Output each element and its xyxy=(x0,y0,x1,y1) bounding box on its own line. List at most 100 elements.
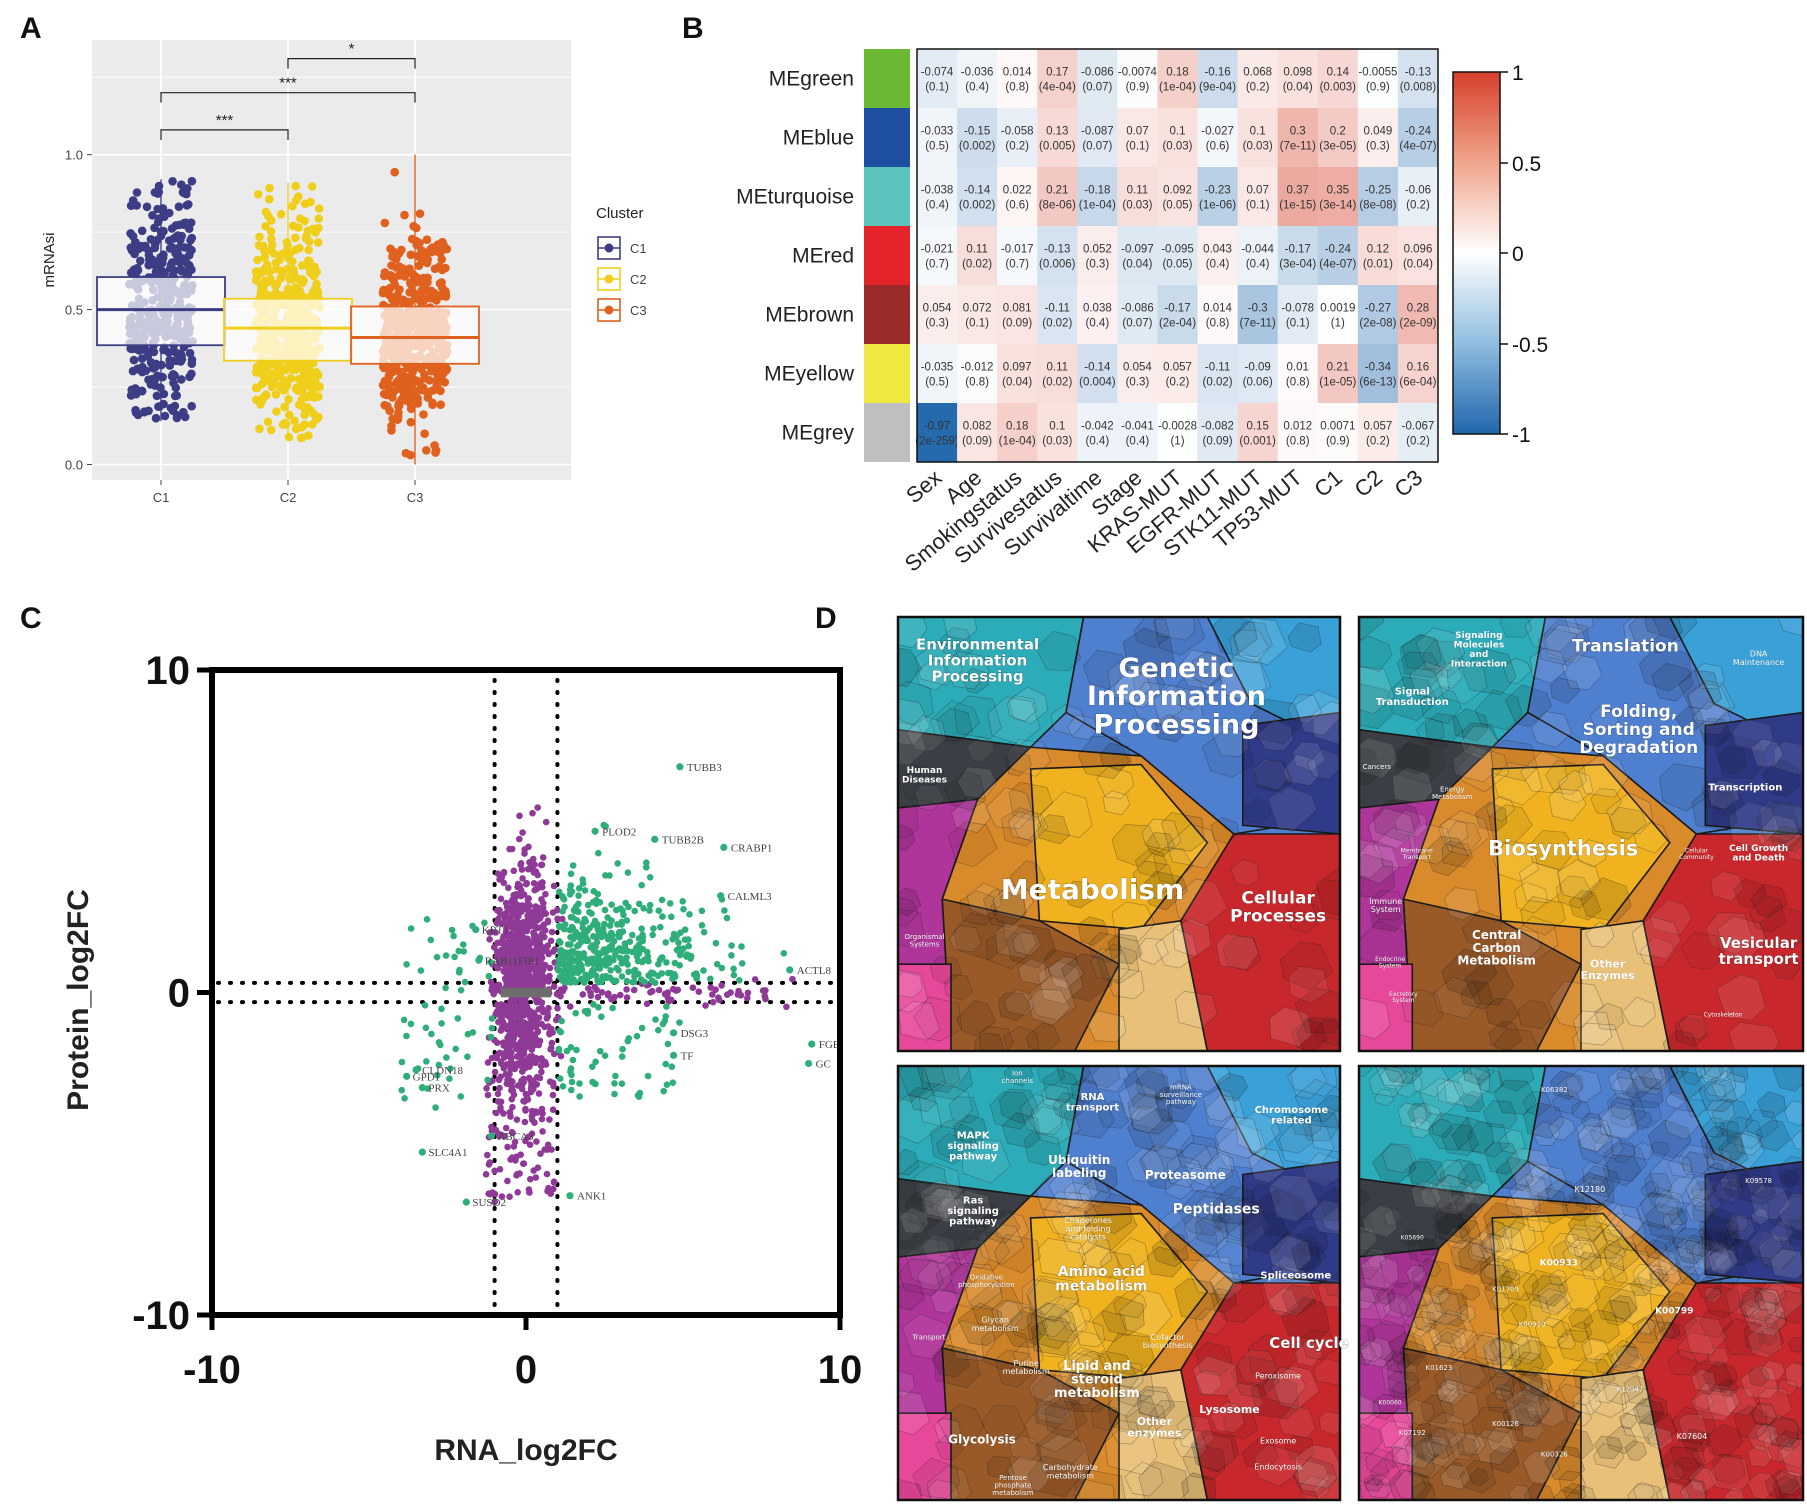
point-protein-only xyxy=(520,1160,528,1167)
point-protein-only xyxy=(489,1189,496,1196)
cell xyxy=(1405,1264,1427,1283)
data-point xyxy=(402,386,412,396)
cell xyxy=(1222,1406,1259,1440)
point-protein-only xyxy=(538,912,545,920)
cell xyxy=(995,1212,1030,1243)
point-protein-only xyxy=(548,1039,556,1047)
cell xyxy=(1409,1157,1447,1193)
point-protein-only xyxy=(695,988,703,995)
cell-pvalue: (1e-04) xyxy=(1079,200,1116,212)
cell xyxy=(1667,1291,1687,1311)
point-protein-only xyxy=(484,1059,492,1066)
data-point xyxy=(382,390,391,400)
data-point xyxy=(436,400,446,410)
cell xyxy=(1634,1066,1679,1091)
cell-pvalue: (0.1) xyxy=(1286,318,1310,330)
data-point xyxy=(430,363,440,373)
cell xyxy=(1249,698,1303,745)
region xyxy=(898,1412,952,1500)
data-point xyxy=(297,387,307,396)
cell xyxy=(1230,858,1260,887)
label-line: and xyxy=(1469,650,1488,660)
label-line: Systems xyxy=(910,940,940,948)
point-protein-only xyxy=(517,1004,524,1012)
data-point xyxy=(146,380,156,389)
data-point xyxy=(422,235,432,244)
point-protein-only xyxy=(533,1081,541,1088)
cell xyxy=(1183,1066,1231,1093)
box-C1 xyxy=(96,276,226,347)
point-protein-only xyxy=(504,974,512,981)
cell-correlation: 0.07 xyxy=(1246,185,1268,197)
data-point xyxy=(266,227,276,236)
point-both xyxy=(454,1015,462,1022)
cell xyxy=(1209,1401,1245,1433)
point-both xyxy=(577,975,585,983)
cell-pvalue: (0.3) xyxy=(1126,377,1150,389)
data-point xyxy=(418,294,427,303)
cell xyxy=(1443,1071,1483,1108)
cell xyxy=(1125,1148,1166,1183)
cell xyxy=(1500,1270,1521,1288)
point-both xyxy=(556,973,564,981)
label-line: Metabolism xyxy=(1432,793,1473,801)
cell xyxy=(1759,1281,1786,1305)
data-point xyxy=(168,370,178,379)
cell xyxy=(1520,896,1566,936)
point-both xyxy=(591,917,599,925)
data-point xyxy=(127,385,136,395)
cell xyxy=(1359,853,1396,899)
cell xyxy=(1125,1399,1167,1437)
cell xyxy=(1522,1450,1561,1485)
point-protein-only xyxy=(520,1097,527,1105)
cell xyxy=(1775,1469,1803,1495)
cell xyxy=(1158,1209,1204,1252)
cell xyxy=(1279,941,1334,991)
heatmap-cell xyxy=(917,226,958,286)
cell xyxy=(1372,1143,1417,1184)
cell xyxy=(1724,1386,1758,1416)
cell xyxy=(1037,960,1085,1005)
cell xyxy=(1090,948,1130,981)
point-both xyxy=(457,986,465,994)
cell-pvalue: (0.03) xyxy=(1042,436,1072,448)
point-both xyxy=(593,900,600,907)
data-point xyxy=(401,448,411,458)
point-both xyxy=(680,905,687,913)
cell-correlation: 0.092 xyxy=(1163,185,1192,197)
data-point xyxy=(426,245,435,254)
cell-pvalue: (0.5) xyxy=(925,141,949,153)
cell-pvalue: (3e-05) xyxy=(1319,141,1356,153)
point-both xyxy=(455,947,463,955)
cell xyxy=(1642,1066,1670,1090)
heatmap-cell xyxy=(1237,49,1279,109)
data-point xyxy=(263,211,273,221)
point-both xyxy=(713,960,721,968)
cell xyxy=(1400,1229,1419,1246)
cell xyxy=(1127,1108,1179,1152)
cell xyxy=(1386,1282,1427,1318)
cell xyxy=(1739,1364,1779,1399)
gene-label-TF: TF xyxy=(681,1050,694,1062)
cell xyxy=(1387,1370,1422,1402)
label-line: Chaperones xyxy=(1064,1216,1112,1225)
point-both xyxy=(652,1016,659,1023)
point-both xyxy=(434,1072,441,1079)
point-both xyxy=(446,1075,453,1082)
cell xyxy=(954,695,1002,740)
cell xyxy=(1417,1237,1439,1256)
point-both xyxy=(595,965,603,972)
cell xyxy=(1310,1199,1340,1235)
point-protein-only xyxy=(527,1175,534,1183)
cell xyxy=(1229,629,1270,664)
cell xyxy=(1522,1090,1552,1117)
point-protein-only xyxy=(506,934,514,942)
cell-correlation: -0.021 xyxy=(921,244,954,256)
cell-pvalue: (7e-11) xyxy=(1240,318,1276,330)
cell-correlation: -0.11 xyxy=(1205,362,1230,374)
cell xyxy=(1705,1099,1736,1124)
point-both xyxy=(448,926,456,934)
point-protein-only xyxy=(669,985,677,993)
point-both xyxy=(566,959,574,966)
point-protein-only xyxy=(500,933,507,940)
